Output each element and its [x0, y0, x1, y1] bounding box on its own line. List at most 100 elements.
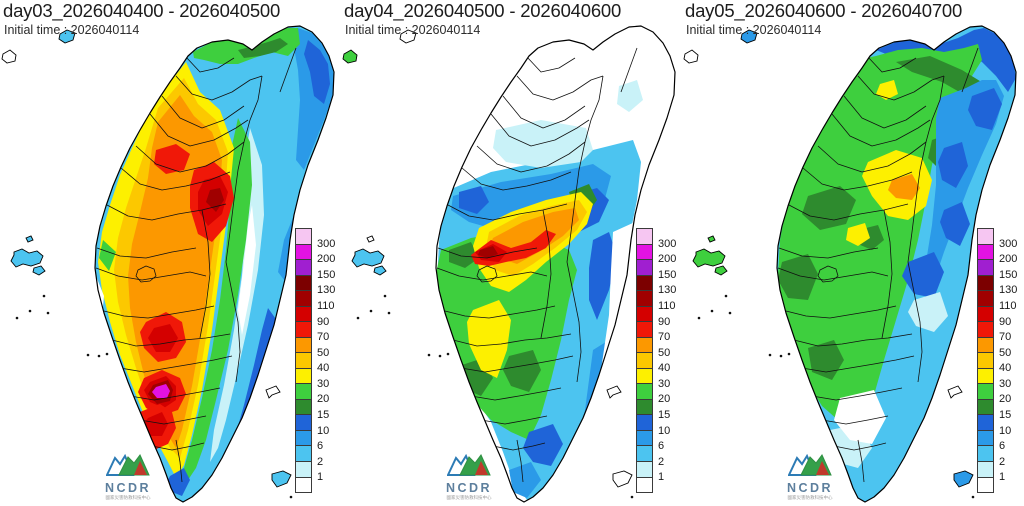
penghu-main [692, 248, 726, 268]
colorbar-tick: 200 [317, 253, 336, 266]
islet-dot [779, 354, 783, 358]
colorbar-segment-20 [296, 384, 311, 400]
colorbar-segment-40 [296, 353, 311, 369]
county-boundary-line [584, 75, 604, 143]
islet-dot [369, 309, 373, 313]
county-boundary-line [461, 167, 572, 191]
colorbar-segment-150 [296, 260, 311, 276]
rain-region-level-90 [142, 412, 168, 436]
county-boundary-line [470, 387, 562, 401]
rainfall-contours [778, 28, 1016, 468]
colorbar-tick: 2 [658, 455, 665, 468]
matsu-islet [58, 29, 76, 44]
colorbar-tick: 1 [317, 471, 324, 484]
panel-initial-time: Initial time : 2026040114 [686, 23, 822, 37]
rain-region-level-1 [617, 80, 643, 112]
colorbar-tick: 15 [317, 409, 330, 422]
colorbar-segment-2 [978, 446, 993, 462]
ncdr-logo-subtext: 國家災害防救科技中心 [105, 495, 151, 500]
ncdr-logo-text: NCDR [786, 481, 834, 495]
colorbar-tick: 90 [658, 315, 671, 328]
rain-region-level-15 [802, 186, 856, 230]
ncdr-logo-mountains [787, 453, 832, 476]
county-boundary-line [120, 167, 231, 191]
colorbar-segment-110 [978, 291, 993, 307]
county-boundary-line [566, 261, 582, 383]
colorbar-segment-70 [637, 322, 652, 338]
rain-region-level-30 [846, 223, 870, 246]
county-boundary-line [821, 415, 889, 425]
colorbar-segment-50 [637, 337, 652, 354]
colorbar-tick: 20 [658, 393, 671, 406]
county-boundary-line [907, 261, 923, 383]
county-boundary-line [139, 415, 207, 425]
islet-dot [971, 495, 975, 499]
penghu-speck [366, 235, 375, 243]
county-boundary-line [781, 305, 897, 319]
rain-region-level-200 [152, 384, 170, 398]
colorbar-segment-90 [978, 306, 993, 323]
panel-title: day04_2026040500 - 2026040600 [344, 0, 622, 21]
rain-region-level-0 [238, 205, 256, 335]
colorbar-tick: 300 [317, 237, 336, 250]
county-boundary-line [279, 47, 297, 93]
orchid-island [271, 470, 292, 488]
colorbar-segment-110 [296, 291, 311, 307]
islet-dot [28, 309, 32, 313]
matsu-islet [740, 29, 758, 44]
colorbar-tick: 150 [658, 268, 677, 281]
colorbar-segment-15 [637, 399, 652, 416]
county-boundary-line [106, 203, 227, 221]
colorbar-segment-90 [296, 306, 311, 323]
rain-region-level-1 [210, 128, 264, 462]
colorbar-segment-300 [637, 229, 652, 245]
rain-region-level-10 [589, 232, 617, 320]
colorbar-tick: 6 [658, 440, 665, 453]
logo-mountain-red [816, 461, 829, 475]
county-boundary-line [540, 209, 552, 339]
islet-dot [46, 311, 50, 315]
county-boundary-line [793, 333, 913, 347]
colorbar-tick: 50 [317, 346, 330, 359]
colorbar-tick: 20 [999, 393, 1012, 406]
colorbar-tick: 6 [999, 440, 1006, 453]
rain-region-level-15 [238, 38, 288, 58]
ncdr-logo-subtext: 國家災害防救科技中心 [787, 495, 833, 500]
rainfall-colorbar [636, 228, 653, 493]
forecast-panel-day05: day05_2026040600 - 2026040700 Initial ti… [682, 0, 1024, 506]
penghu-south [714, 265, 728, 276]
colorbar-segment-200 [296, 244, 311, 261]
colorbar-tick: 40 [317, 362, 330, 375]
county-boundary-line [907, 141, 927, 263]
rain-region-level-10 [938, 142, 968, 188]
county-boundary-line [460, 355, 574, 373]
county-boundary-line [452, 333, 572, 347]
colorbar-segment-30 [296, 368, 311, 385]
county-boundary-line [185, 56, 235, 73]
islet-dot [710, 309, 714, 313]
colorbar-tick: 1 [658, 471, 665, 484]
county-boundary-line [135, 265, 157, 283]
county-boundary-line [817, 265, 839, 283]
logo-mountain-red [134, 461, 147, 475]
county-boundary-line [149, 113, 249, 147]
county-boundary-line [96, 247, 197, 259]
rain-region-level-10 [459, 186, 489, 214]
rain-region-level-20 [99, 240, 116, 271]
panel-initial-time: Initial time : 2026040114 [345, 23, 481, 37]
islet-dot [446, 352, 450, 356]
county-boundary-line [476, 141, 586, 173]
colorbar-segment-2 [637, 446, 652, 462]
county-boundary-line [778, 247, 879, 259]
colorbar-segment-130 [296, 275, 311, 292]
matsu-islet [399, 29, 417, 44]
colorbar-tick: 150 [999, 268, 1018, 281]
colorbar-tick: 110 [317, 299, 335, 312]
county-boundary-line [119, 355, 233, 373]
colorbar-segment-130 [637, 275, 652, 292]
islet-dot [438, 354, 442, 358]
rain-region-level-15 [449, 242, 479, 268]
colorbar-segment-200 [637, 244, 652, 261]
rain-region-level-50 [888, 174, 920, 200]
colorbar-tick: 200 [658, 253, 677, 266]
